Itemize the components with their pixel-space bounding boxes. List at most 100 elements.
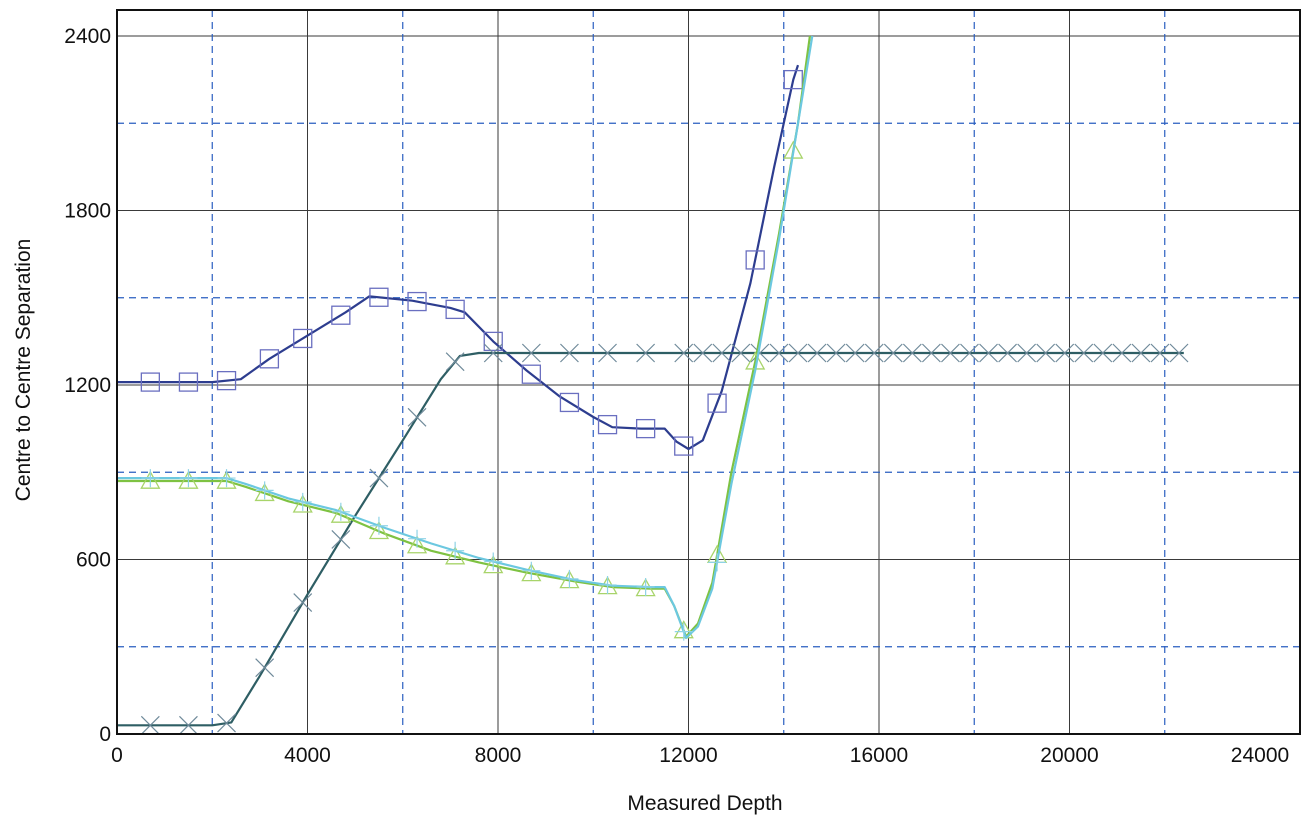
series-marker-x [731, 343, 751, 363]
series-marker-x [331, 530, 351, 549]
series-marker-square [293, 328, 313, 349]
series-3 [117, 35, 811, 639]
series-marker-x [979, 343, 998, 363]
y-tick-label: 1200 [64, 374, 111, 397]
series-marker-square [559, 392, 580, 413]
x-tick-label: 24000 [1231, 744, 1289, 767]
series-marker-triangle [368, 520, 390, 540]
series-marker-x [636, 343, 656, 363]
series-marker-x [1150, 343, 1170, 363]
series-marker-x [960, 343, 979, 363]
series-marker-plus [369, 516, 388, 535]
plot-frame [116, 9, 1301, 735]
series-marker-square [407, 291, 427, 312]
series-marker-triangle [445, 546, 466, 565]
series-marker-triangle [140, 470, 161, 489]
series-marker-x [1074, 343, 1094, 363]
series-marker-x [864, 343, 884, 363]
series-marker-square [635, 418, 656, 439]
y-axis-title: Centre to Centre Separation [12, 239, 35, 502]
series-line [117, 35, 814, 640]
series-marker-plus [708, 553, 727, 572]
series-marker-x [1017, 343, 1037, 363]
x-tick-label: 8000 [475, 744, 522, 767]
series-marker-square [331, 305, 351, 325]
series-marker-triangle [483, 555, 504, 574]
y-tick-label: 1800 [64, 200, 111, 223]
series-marker-square [445, 299, 465, 320]
series-2 [117, 343, 1189, 735]
series-marker-x [750, 343, 770, 363]
series-marker-square [140, 372, 160, 392]
series-marker-x [369, 468, 389, 488]
grid [117, 10, 1300, 734]
series-marker-x [712, 343, 732, 363]
series-marker-x [560, 343, 579, 363]
series-marker-plus [522, 561, 541, 580]
series-marker-plus [179, 469, 198, 488]
series-marker-triangle [178, 470, 199, 489]
series-marker-x [693, 343, 713, 363]
series-marker-plus [217, 469, 236, 488]
series-marker-x [845, 343, 865, 363]
series-marker-square [216, 370, 237, 391]
x-tick-label: 12000 [659, 744, 717, 767]
series-marker-plus [598, 575, 617, 594]
series-marker-plus [141, 469, 160, 488]
series-marker-x [598, 343, 617, 363]
series-line [117, 351, 1184, 727]
x-axis-title: Measured Depth [627, 792, 782, 815]
y-tick-label: 600 [76, 549, 111, 572]
series-marker-x [769, 343, 789, 363]
series-marker-triangle [406, 535, 428, 554]
series-marker-x [521, 343, 541, 363]
series-marker-square [707, 393, 727, 413]
series-1 [117, 64, 803, 456]
series-marker-x [1169, 343, 1189, 363]
series-marker-square [521, 364, 541, 384]
series-marker-x [807, 343, 827, 363]
y-tick-label: 2400 [64, 25, 111, 48]
series-marker-x [788, 343, 808, 363]
tick-labels: 0 4000 8000 12000 16000 20000 24000 0 600 1200 180… [64, 25, 1289, 767]
y-tick-label: 0 [99, 723, 111, 746]
series-marker-x [902, 343, 922, 363]
series-marker-square [369, 287, 389, 307]
series-marker-plus [674, 622, 693, 641]
series-layer [117, 35, 1189, 735]
series-marker-square [745, 250, 765, 270]
series-marker-x [293, 593, 313, 612]
series-marker-x [217, 713, 236, 733]
series-marker-square [483, 331, 503, 352]
series-marker-plus [255, 481, 274, 500]
series-line [117, 35, 811, 638]
series-marker-square [178, 372, 199, 392]
series-marker-plus [484, 552, 503, 571]
series-marker-x [483, 343, 503, 363]
x-tick-label: 4000 [284, 744, 331, 767]
series-marker-x [1112, 343, 1132, 363]
series-marker-x [674, 343, 694, 363]
series-4 [117, 35, 814, 641]
series-marker-x [407, 407, 427, 427]
series-marker-x [1036, 343, 1056, 363]
series-marker-square [259, 349, 280, 369]
series-marker-x [1131, 343, 1151, 363]
series-marker-x [883, 343, 903, 363]
series-marker-x [1093, 343, 1113, 363]
series-marker-x [179, 715, 198, 735]
series-marker-plus [560, 569, 579, 588]
series-marker-plus [446, 541, 465, 560]
series-marker-x [140, 715, 160, 735]
series-marker-square [597, 414, 618, 435]
x-tick-label: 0 [111, 744, 123, 767]
series-marker-square [674, 436, 694, 456]
series-marker-square [783, 69, 803, 90]
series-marker-x [941, 343, 960, 363]
series-marker-plus [636, 577, 655, 596]
series-marker-x [998, 343, 1018, 363]
series-marker-plus [408, 529, 427, 548]
x-tick-label: 20000 [1040, 744, 1098, 767]
x-tick-label: 16000 [850, 744, 908, 767]
